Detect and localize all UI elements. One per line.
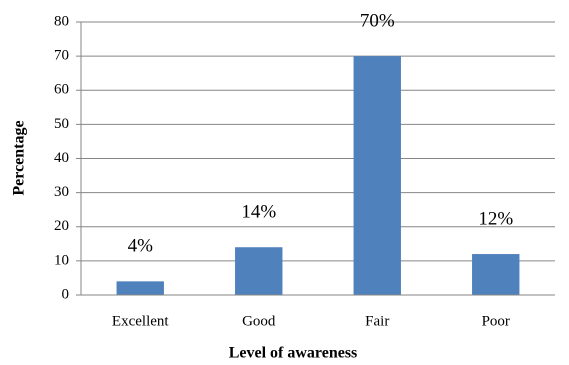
x-tick-label: Excellent: [112, 313, 169, 329]
bar: [353, 56, 401, 295]
bar: [472, 254, 520, 295]
y-tick-label: 30: [54, 184, 69, 200]
y-tick-label: 0: [62, 286, 70, 302]
y-tick-label: 50: [54, 116, 69, 132]
x-tick-label: Fair: [365, 313, 389, 329]
x-axis-title: Level of awareness: [229, 345, 358, 362]
y-tick-label: 40: [54, 150, 69, 166]
value-label: 14%: [241, 202, 276, 223]
y-axis-title: Percentage: [11, 120, 28, 195]
x-tick-label: Poor: [482, 313, 510, 329]
bar: [235, 247, 283, 295]
bar: [116, 281, 164, 295]
y-tick-label: 70: [54, 48, 69, 64]
x-tick-label: Good: [242, 313, 276, 329]
value-label: 12%: [478, 208, 513, 229]
value-label: 70%: [360, 10, 395, 31]
y-tick-label: 10: [54, 252, 69, 268]
y-tick-label: 60: [54, 82, 69, 98]
y-tick-label: 20: [54, 218, 69, 234]
y-tick-label: 80: [54, 13, 69, 29]
value-label: 4%: [128, 236, 154, 257]
